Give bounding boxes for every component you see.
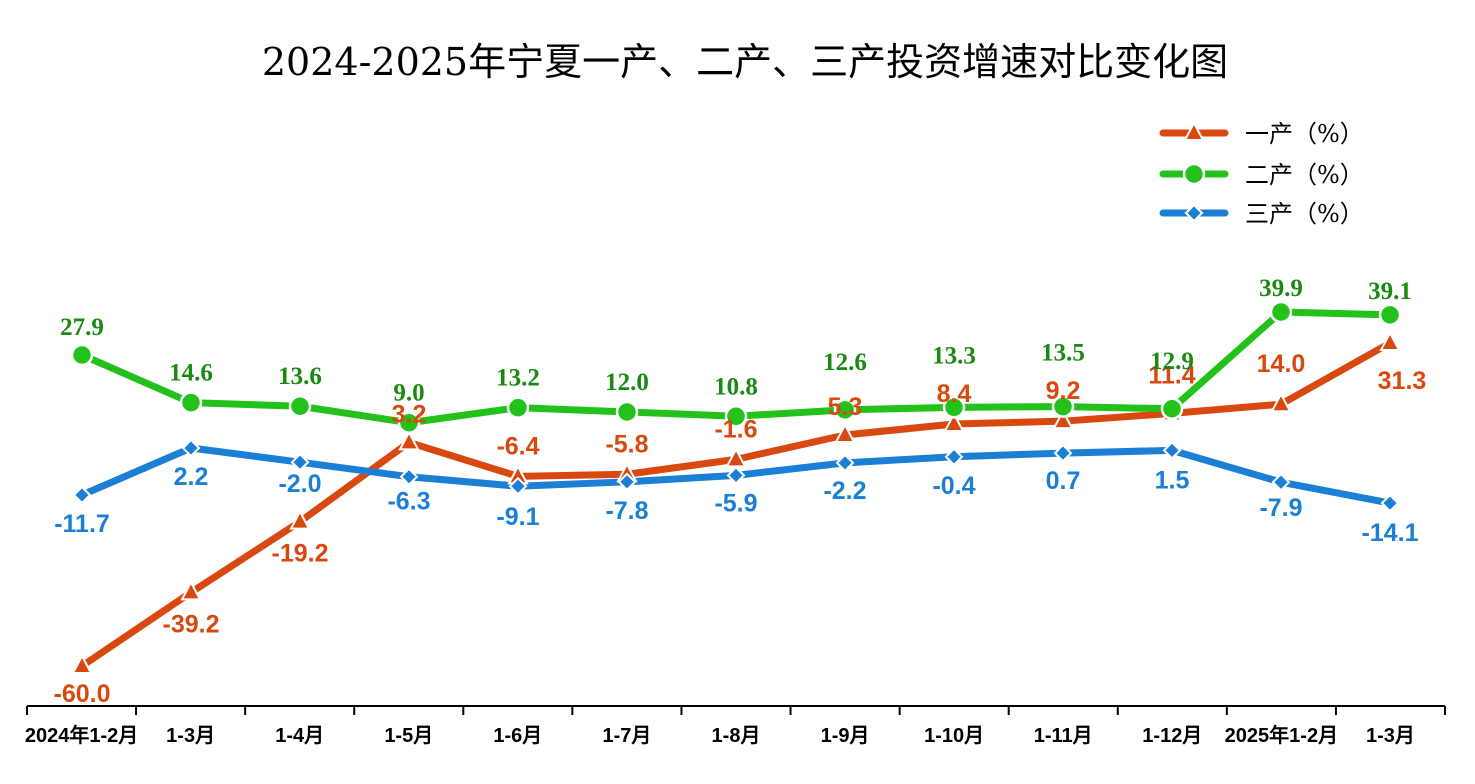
data-labels: -60.0 -39.2 -19.2 3.2 -6.4 -5.8 -1.6 5.3 8.4 9.2 1… [54, 275, 1427, 708]
data-label: -19.2 [272, 540, 329, 568]
data-label: -60.0 [54, 680, 111, 708]
data-label: 31.3 [1378, 367, 1427, 395]
data-point [944, 447, 964, 467]
data-point [1270, 392, 1292, 413]
data-point [835, 453, 855, 473]
data-point [72, 485, 92, 505]
x-tick-label: 1-8月 [712, 725, 761, 747]
legend-marker [1184, 203, 1204, 223]
data-point [508, 476, 528, 496]
data-point [1162, 440, 1182, 460]
legend-marker [1182, 162, 1206, 186]
data-label: 39.9 [1259, 275, 1303, 302]
data-label: -11.7 [54, 510, 110, 538]
data-label: 0.7 [1046, 467, 1081, 495]
data-label: 13.3 [932, 342, 976, 369]
data-point [398, 430, 420, 451]
x-tick-label: 1-5月 [384, 725, 433, 747]
data-label: -2.0 [278, 470, 321, 498]
data-label: -14.1 [1362, 519, 1419, 547]
data-point [833, 398, 857, 422]
data-point [942, 396, 966, 419]
series-markers [70, 300, 1402, 674]
legend-marker [1183, 120, 1205, 141]
x-tick-label: 1-3月 [1366, 725, 1415, 747]
data-label: -7.8 [605, 497, 648, 525]
data-point [617, 472, 637, 492]
data-label: -9.1 [496, 503, 539, 531]
data-point [290, 452, 310, 472]
data-label: 2.2 [174, 463, 209, 491]
data-point [289, 509, 311, 530]
data-point [1378, 303, 1402, 327]
x-tick-label: 1-3月 [166, 725, 215, 747]
x-tick-label: 1-11月 [1034, 725, 1093, 747]
data-point [1380, 493, 1400, 513]
x-tick-label: 1-12月 [1142, 725, 1202, 747]
data-point [397, 411, 421, 434]
data-label: 5.3 [828, 393, 863, 421]
data-label: 13.6 [278, 363, 322, 390]
data-point [726, 465, 746, 485]
data-label: 8.4 [937, 380, 972, 408]
data-label: -5.8 [605, 430, 648, 458]
data-label: 11.4 [1148, 361, 1195, 389]
x-tick-label: 1-7月 [602, 725, 651, 747]
data-point [399, 467, 419, 487]
data-point [834, 422, 856, 443]
data-label: 3.2 [392, 400, 427, 428]
data-label: 39.1 [1368, 278, 1412, 305]
data-label: 14.6 [169, 360, 213, 387]
data-point [615, 400, 639, 424]
data-label: -39.2 [163, 610, 220, 638]
data-point [71, 653, 93, 674]
data-point [70, 343, 94, 367]
data-label: -6.3 [387, 488, 430, 516]
data-point [179, 391, 203, 414]
data-label: -1.6 [714, 415, 757, 443]
data-point [1052, 409, 1074, 430]
data-label: -6.4 [496, 432, 539, 460]
x-tick-label: 2024年1-2月 [25, 723, 138, 747]
chart-title: 2024-2025年宁夏一产、二产、三产投资增速对比变化图 [262, 40, 1228, 84]
legend-label: 一产（%） [1245, 120, 1364, 148]
data-label: 12.9 [1150, 348, 1194, 375]
data-point [724, 405, 748, 428]
x-axis: 2024年1-2月 1-3月 1-4月 1-5月 1-6月 1-7月 1-8月 1-9月 1-1… [25, 705, 1446, 747]
data-point [180, 580, 202, 601]
data-label: 12.0 [605, 369, 649, 396]
data-label: 9.0 [393, 380, 424, 407]
legend: 一产（%） 二产（%） 三产（%） [1159, 120, 1364, 228]
x-tick-label: 1-9月 [821, 725, 870, 747]
data-point [1051, 395, 1075, 418]
data-point [1160, 397, 1184, 420]
x-tick-label: 2025年1-2月 [1225, 723, 1338, 747]
data-point [181, 438, 201, 458]
x-tick-label: 1-4月 [275, 725, 324, 747]
legend-label: 三产（%） [1245, 200, 1364, 228]
x-tick-label: 1-10月 [924, 725, 984, 747]
data-label: -7.9 [1259, 494, 1302, 522]
data-point [1271, 472, 1291, 492]
data-label: 9.2 [1046, 377, 1081, 405]
data-label: -2.2 [823, 477, 866, 505]
data-label: 10.8 [714, 373, 758, 400]
data-point [1053, 443, 1073, 463]
data-point [1379, 330, 1401, 351]
legend-label: 二产（%） [1245, 161, 1364, 189]
data-label: -0.4 [932, 472, 975, 500]
data-label: 13.5 [1041, 340, 1085, 367]
data-label: 14.0 [1257, 350, 1306, 378]
data-label: 27.9 [60, 314, 104, 341]
data-label: 1.5 [1155, 466, 1190, 494]
data-point [943, 411, 965, 433]
data-label: -5.9 [714, 489, 757, 517]
x-tick-label: 1-6月 [493, 725, 542, 747]
data-point [288, 394, 312, 418]
data-label: 12.6 [823, 349, 867, 376]
data-label: 13.2 [496, 365, 540, 392]
data-point [506, 396, 530, 419]
data-point [1269, 300, 1293, 324]
